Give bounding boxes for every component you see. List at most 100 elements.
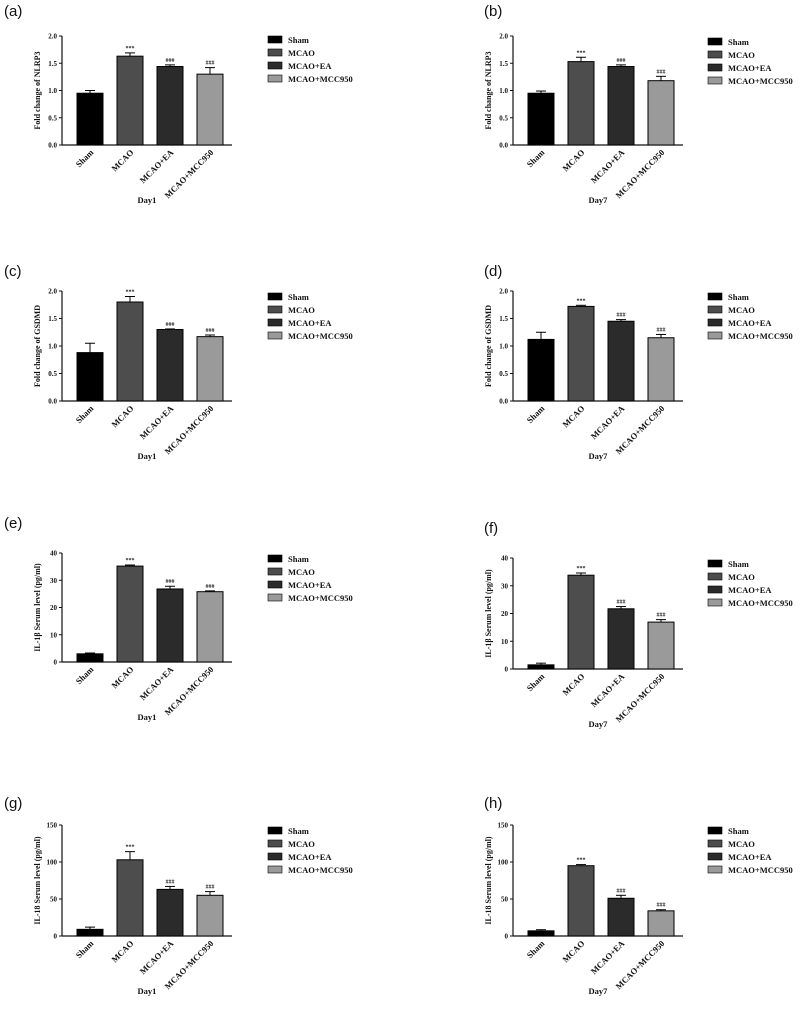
panel-label: (a) bbox=[4, 3, 22, 20]
significance-mark: ### bbox=[166, 579, 175, 585]
x-category-label: Sham bbox=[74, 664, 96, 686]
y-tick-label: 150 bbox=[47, 822, 58, 830]
significance-mark: ### bbox=[657, 327, 666, 333]
legend-label: MCAO+EA bbox=[288, 318, 332, 328]
legend-label: MCAO bbox=[728, 572, 755, 582]
significance-mark: ### bbox=[617, 888, 626, 894]
bar-sham bbox=[527, 338, 555, 402]
bar-sham bbox=[76, 928, 104, 937]
y-tick-label: 10 bbox=[501, 638, 509, 646]
legend-swatch bbox=[707, 63, 723, 72]
legend-label: Sham bbox=[288, 35, 309, 45]
bar-mcao-ea bbox=[607, 608, 635, 670]
x-category-label: Sham bbox=[74, 938, 96, 960]
y-tick-label: 0.5 bbox=[48, 114, 57, 122]
significance-mark: ### bbox=[206, 885, 215, 891]
significance-mark: *** bbox=[577, 50, 586, 56]
legend: Sham MCAO MCAO+EA MCAO+MCC950 bbox=[707, 292, 793, 341]
bar-sham bbox=[527, 664, 555, 670]
y-tick-label: 50 bbox=[50, 896, 58, 904]
significance-mark: ### bbox=[617, 313, 626, 319]
significance-mark: ### bbox=[617, 600, 626, 606]
x-axis-title: Day1 bbox=[138, 451, 157, 461]
y-tick-label: 20 bbox=[50, 604, 58, 612]
y-tick-label: 1.0 bbox=[48, 343, 57, 351]
chart-panel-2: (b) 0.0 0.5 1.0 1.5 2.0 Fold change of NLRP3 Sh… bbox=[484, 3, 793, 205]
legend-label: MCAO+EA bbox=[728, 318, 772, 328]
bar-mcao-ea bbox=[607, 66, 635, 146]
bar-mcao-mcc950 bbox=[196, 591, 224, 663]
y-axis-title: IL-1β Serum level (pg/ml) bbox=[484, 569, 493, 658]
legend-swatch bbox=[267, 292, 283, 301]
significance-mark: *** bbox=[126, 845, 135, 851]
y-tick-label: 0 bbox=[54, 659, 58, 667]
x-category-label: Sham bbox=[74, 147, 96, 169]
legend-label: MCAO+EA bbox=[288, 61, 332, 71]
y-tick-label: 1.0 bbox=[48, 87, 57, 95]
legend: Sham MCAO MCAO+EA MCAO+MCC950 bbox=[707, 559, 793, 608]
significance-mark: ### bbox=[166, 58, 175, 64]
significance-mark: ### bbox=[206, 61, 215, 67]
significance-mark: ### bbox=[657, 69, 666, 75]
y-tick-label: 30 bbox=[501, 582, 509, 590]
bar-mcao-ea bbox=[607, 320, 635, 402]
chart-panel-5: (e) 0 10 20 30 40 IL-1β Serum level (pg/ml) Sha… bbox=[4, 515, 353, 722]
legend-swatch bbox=[707, 331, 723, 340]
y-tick-label: 100 bbox=[498, 859, 509, 867]
y-tick-label: 0 bbox=[505, 933, 509, 941]
legend-swatch bbox=[267, 839, 283, 848]
bar-mcao bbox=[116, 301, 144, 402]
bar-mcao-ea bbox=[607, 897, 635, 937]
x-category-label: MCAO bbox=[560, 671, 586, 697]
bar-sham bbox=[527, 92, 555, 146]
bar-mcao bbox=[567, 61, 595, 146]
chart-panel-4: (d) 0.0 0.5 1.0 1.5 2.0 Fold change of GSDMD Sh… bbox=[484, 263, 793, 461]
y-axis-title: Fold change of GSDMD bbox=[484, 305, 493, 387]
chart-panel-8: (h) 0 50 100 150 IL-18 Serum level (pg/ml) Sha… bbox=[484, 795, 793, 996]
legend-swatch bbox=[707, 826, 723, 835]
legend: Sham MCAO MCAO+EA MCAO+MCC950 bbox=[267, 826, 353, 875]
x-category-label: MCAO+EA bbox=[589, 403, 627, 441]
legend-label: Sham bbox=[288, 292, 309, 302]
chart-panel-1: (a) 0.0 0.5 1.0 1.5 2.0 Fold change of NLRP3 Sh… bbox=[4, 3, 353, 205]
bar-sham bbox=[76, 92, 104, 146]
y-tick-label: 1.5 bbox=[48, 315, 57, 323]
legend-swatch bbox=[267, 74, 283, 83]
bar-sham bbox=[76, 653, 104, 663]
y-axis-title: IL-1β Serum level (pg/ml) bbox=[33, 563, 42, 652]
legend-label: MCAO+MCC950 bbox=[728, 76, 793, 86]
legend-swatch bbox=[267, 852, 283, 861]
legend-swatch bbox=[267, 48, 283, 57]
legend-label: MCAO+EA bbox=[288, 852, 332, 862]
legend: Sham MCAO MCAO+EA MCAO+MCC950 bbox=[267, 35, 353, 84]
significance-mark: *** bbox=[577, 298, 586, 304]
significance-mark: ### bbox=[657, 903, 666, 909]
bar-mcao-ea bbox=[156, 329, 184, 402]
legend-label: Sham bbox=[288, 554, 309, 564]
bar-mcao bbox=[116, 55, 144, 146]
x-axis-title: Day7 bbox=[589, 719, 609, 729]
bar-mcao-mcc950 bbox=[647, 621, 675, 670]
legend-swatch bbox=[267, 826, 283, 835]
y-axis-title: Fold change of NLRP3 bbox=[33, 52, 42, 130]
legend-label: MCAO+EA bbox=[288, 580, 332, 590]
legend-swatch bbox=[267, 61, 283, 70]
legend-label: MCAO+MCC950 bbox=[288, 331, 353, 341]
x-category-label: MCAO bbox=[560, 938, 586, 964]
legend-label: MCAO bbox=[728, 839, 755, 849]
legend-label: MCAO bbox=[288, 48, 315, 58]
legend-label: MCAO bbox=[728, 305, 755, 315]
legend-swatch bbox=[707, 76, 723, 85]
legend-label: MCAO bbox=[728, 50, 755, 60]
y-tick-label: 40 bbox=[501, 555, 509, 563]
y-tick-label: 1.5 bbox=[499, 60, 508, 68]
y-tick-label: 0.5 bbox=[48, 370, 57, 378]
legend-label: MCAO bbox=[288, 567, 315, 577]
legend-label: MCAO+EA bbox=[728, 585, 772, 595]
legend-label: Sham bbox=[728, 292, 749, 302]
x-category-label: MCAO+EA bbox=[138, 147, 176, 185]
y-tick-label: 2.0 bbox=[499, 288, 508, 296]
legend-swatch bbox=[707, 852, 723, 861]
x-category-label: Sham bbox=[525, 403, 547, 425]
